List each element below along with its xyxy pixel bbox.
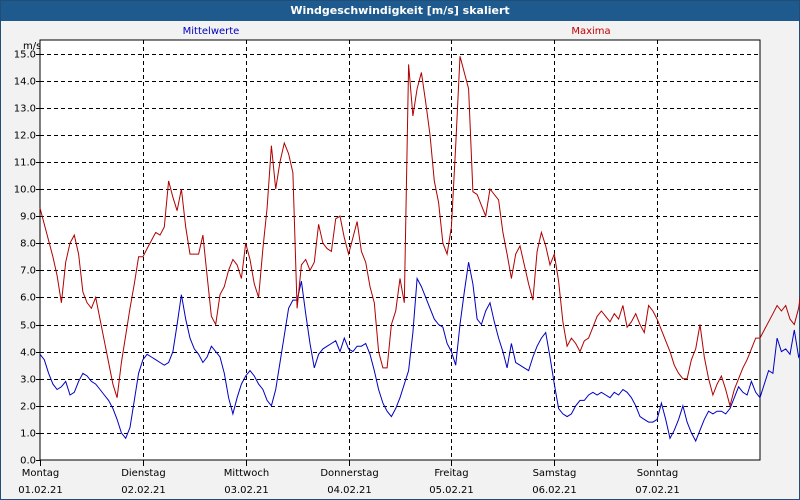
- x-date-label: 03.02.21: [224, 485, 269, 496]
- y-axis-unit: m/s: [23, 41, 42, 52]
- y-tick-label: 0.0: [20, 456, 36, 467]
- y-tick-label: 15.0: [14, 50, 36, 61]
- y-tick-label: 4.0: [20, 348, 36, 359]
- x-date-label: 06.02.21: [532, 485, 577, 496]
- y-tick-label: 5.0: [20, 321, 36, 332]
- x-date-label: 05.02.21: [429, 485, 474, 496]
- x-day-label: Donnerstag: [320, 468, 378, 479]
- y-tick-label: 8.0: [20, 239, 36, 250]
- plot-area: [39, 39, 761, 461]
- x-date-label: 01.02.21: [18, 485, 63, 496]
- y-tick-label: 7.0: [20, 266, 36, 277]
- x-day-label: Freitag: [434, 468, 468, 479]
- y-tick-label: 13.0: [14, 104, 36, 115]
- legend-mittelwerte: Mittelwerte: [182, 26, 240, 37]
- x-day-label: Dienstag: [121, 468, 166, 479]
- y-tick-label: 11.0: [14, 158, 36, 169]
- x-day-label: Sonntag: [637, 468, 679, 479]
- y-tick-label: 3.0: [20, 375, 36, 386]
- x-date-label: 02.02.21: [121, 485, 166, 496]
- y-tick-label: 14.0: [14, 77, 36, 88]
- x-day-label: Mittwoch: [224, 468, 269, 479]
- y-tick-label: 1.0: [20, 429, 36, 440]
- window-title: Windgeschwindigkeit [m/s] skaliert: [1, 1, 799, 21]
- x-day-label: Montag: [22, 468, 59, 479]
- y-tick-label: 12.0: [14, 131, 36, 142]
- x-date-label: 04.02.21: [327, 485, 372, 496]
- y-tick-label: 10.0: [14, 185, 36, 196]
- legend-maxima: Maxima: [571, 26, 611, 37]
- y-tick-label: 9.0: [20, 212, 36, 223]
- y-tick-label: 2.0: [20, 402, 36, 413]
- x-day-label: Samstag: [533, 468, 577, 479]
- x-date-label: 07.02.21: [635, 485, 680, 496]
- y-tick-label: 6.0: [20, 293, 36, 304]
- series-line-mittelwerte: [39, 262, 800, 443]
- series-line-maxima: [39, 56, 800, 408]
